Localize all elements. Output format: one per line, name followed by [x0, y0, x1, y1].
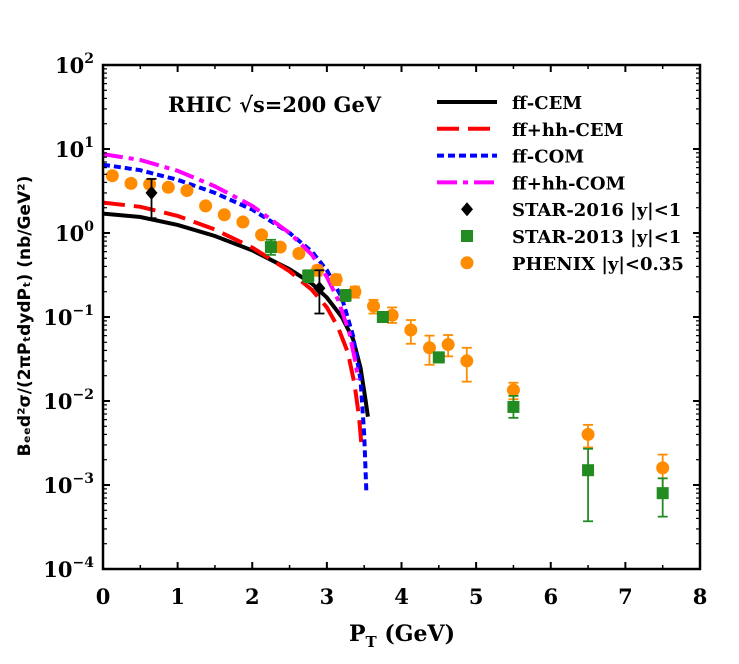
- legend-label-phenix-y-0-35: PHENIX |y|<0.35: [512, 254, 684, 275]
- data-point-square-3: [376, 311, 389, 323]
- legend-label-ff-cem: ff-CEM: [512, 93, 582, 114]
- legend-label-ff-hh-com: ff+hh-COM: [512, 173, 626, 194]
- data-point-circle-19: [460, 354, 474, 368]
- x-axis-label-main: P: [349, 621, 366, 647]
- x-tick-label-7: 7: [618, 584, 633, 609]
- data-point-circle-6: [217, 208, 231, 222]
- chart-annotation: RHIC √s=200 GeV: [168, 92, 382, 117]
- data-point-square-7: [656, 487, 669, 500]
- y-tick-exponent: 0: [84, 219, 94, 235]
- data-point-diamond-1: [313, 281, 326, 296]
- legend-marker-phenix-y-0-35: [460, 256, 474, 270]
- y-tick-base: 10: [55, 137, 84, 162]
- legend-marker-star-2016-y-1: [461, 202, 473, 217]
- data-point-circle-5: [199, 199, 213, 213]
- y-tick-label-0: 102: [55, 51, 94, 78]
- x-axis-label-unit: (GeV): [377, 621, 455, 647]
- x-tick-label-0: 0: [96, 584, 111, 609]
- x-tick-label-8: 8: [693, 584, 708, 609]
- data-point-circle-12: [329, 272, 343, 286]
- x-axis-label-sub: T: [366, 633, 378, 651]
- data-point-square-2: [339, 289, 352, 302]
- data-point-circle-16: [404, 323, 418, 337]
- y-tick-label-1: 101: [55, 135, 94, 162]
- y-tick-base: 10: [55, 53, 84, 78]
- x-axis-label: PT (GeV): [349, 621, 455, 651]
- data-point-square-0: [264, 241, 277, 254]
- data-point-square-6: [582, 464, 595, 477]
- y-tick-base: 10: [43, 389, 72, 414]
- data-point-circle-9: [273, 240, 287, 254]
- data-point-square-5: [507, 400, 520, 413]
- y-tick-exponent: −4: [73, 555, 95, 571]
- y-tick-label-4: 10−2: [43, 387, 94, 414]
- data-point-circle-0: [105, 169, 119, 183]
- y-tick-exponent: −1: [73, 303, 94, 319]
- y-axis-label: Bₑₑd²σ/(2πPₜdydPₜ) (nb/GeV²): [15, 176, 35, 457]
- data-point-circle-13: [348, 285, 362, 299]
- legend-label-ff-hh-cem: ff+hh-CEM: [512, 120, 624, 141]
- data-point-circle-14: [367, 299, 381, 313]
- legend-label-star-2013-y-1: STAR-2013 |y|<1: [512, 227, 681, 248]
- curve-ff-com: [103, 162, 369, 494]
- x-tick-label-3: 3: [320, 584, 335, 609]
- legend-label-star-2016-y-1: STAR-2016 |y|<1: [512, 200, 681, 221]
- y-tick-base: 10: [55, 221, 84, 246]
- y-tick-label-3: 10−1: [43, 303, 94, 330]
- data-point-circle-4: [180, 184, 194, 198]
- y-tick-exponent: 1: [84, 135, 94, 151]
- points-layer: [105, 169, 670, 523]
- y-tick-label-2: 100: [55, 219, 94, 246]
- x-tick-label-5: 5: [469, 584, 484, 609]
- data-point-circle-1: [124, 176, 138, 190]
- y-tick-exponent: −2: [73, 387, 94, 403]
- legend-label-ff-com: ff-COM: [512, 147, 584, 168]
- x-tick-label-4: 4: [394, 584, 409, 609]
- y-tick-base: 10: [43, 305, 72, 330]
- curve-ff-hh-cem: [103, 200, 364, 451]
- data-point-diamond-0: [145, 185, 158, 200]
- data-point-circle-3: [161, 180, 175, 194]
- y-tick-base: 10: [43, 473, 72, 498]
- data-point-square-4: [432, 351, 445, 364]
- y-tick-label-6: 10−4: [43, 555, 94, 582]
- curves-layer: [103, 152, 370, 494]
- data-point-circle-7: [236, 215, 250, 229]
- curve-ff-cem: [103, 211, 370, 417]
- data-point-circle-8: [255, 228, 269, 242]
- data-point-circle-10: [292, 247, 306, 261]
- x-tick-label-6: 6: [543, 584, 558, 609]
- data-point-circle-21: [581, 427, 595, 441]
- data-point-circle-20: [506, 383, 520, 397]
- x-tick-label-2: 2: [245, 584, 260, 609]
- y-tick-exponent: −3: [73, 471, 94, 487]
- data-point-circle-18: [441, 338, 455, 352]
- y-tick-base: 10: [43, 557, 72, 582]
- y-tick-label-5: 10−3: [43, 471, 94, 498]
- legend-marker-star-2013-y-1: [461, 230, 473, 242]
- data-point-square-1: [302, 269, 315, 282]
- legend: ff-CEM ff+hh-CEM ff-COM ff+hh-COM STAR-2016 …: [437, 93, 684, 275]
- data-point-circle-15: [385, 308, 399, 322]
- data-point-circle-22: [656, 461, 670, 475]
- x-tick-label-1: 1: [170, 584, 185, 609]
- data-point-circle-17: [422, 341, 436, 355]
- y-tick-exponent: 2: [84, 51, 94, 67]
